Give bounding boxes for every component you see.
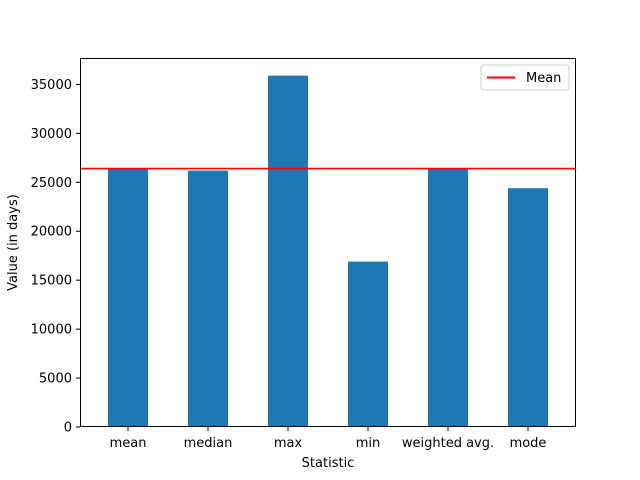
x-tick-label: mode bbox=[510, 436, 547, 451]
x-tick-label: weighted avg. bbox=[402, 436, 494, 451]
y-tick-label: 35000 bbox=[31, 78, 72, 93]
legend-box bbox=[480, 64, 570, 91]
legend: Mean bbox=[480, 64, 570, 91]
bar-median bbox=[188, 170, 228, 427]
y-tick-label: 10000 bbox=[31, 323, 72, 338]
bar-min bbox=[348, 261, 388, 427]
bar-max bbox=[268, 75, 308, 427]
bars-layer bbox=[108, 75, 548, 428]
bar-mode bbox=[508, 188, 548, 427]
y-axis: 0 5000 10000 15000 20000 25000 30000 35000 bbox=[31, 78, 80, 436]
plot-area bbox=[80, 58, 576, 427]
x-tick-label: max bbox=[274, 436, 303, 451]
x-tick-label: median bbox=[184, 436, 233, 451]
y-tick-label: 0 bbox=[64, 421, 72, 436]
y-axis-label: Value (in days) bbox=[6, 194, 21, 291]
x-tick-label: mean bbox=[110, 436, 147, 451]
y-tick-label: 5000 bbox=[39, 372, 72, 387]
y-tick-label: 20000 bbox=[31, 225, 72, 240]
x-tick-label: min bbox=[356, 436, 381, 451]
x-axis-label: Statistic bbox=[302, 456, 355, 471]
legend-label-mean: Mean bbox=[526, 71, 561, 86]
bar-weighted-avg bbox=[428, 168, 468, 428]
y-tick-label: 15000 bbox=[31, 274, 72, 289]
y-tick-label: 25000 bbox=[31, 176, 72, 191]
y-tick-label: 30000 bbox=[31, 127, 72, 142]
bar-mean bbox=[108, 168, 148, 428]
x-axis: mean median max min weighted avg. mode bbox=[110, 427, 547, 451]
plot-frame bbox=[80, 58, 576, 427]
